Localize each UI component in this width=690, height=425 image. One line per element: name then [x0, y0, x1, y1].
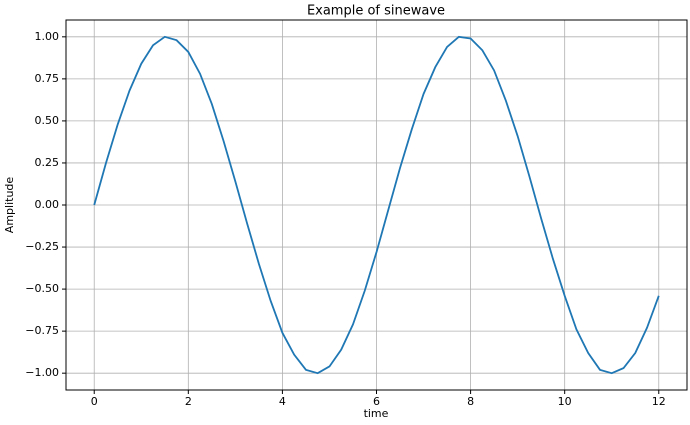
- x-tick-label: 6: [373, 395, 380, 408]
- y-tick-label: 0.50: [35, 114, 60, 127]
- x-tick-label: 10: [558, 395, 572, 408]
- y-tick-label: 0.25: [35, 156, 60, 169]
- line-series: [93, 35, 660, 375]
- x-axis-label: time: [364, 407, 389, 420]
- x-tick-label: 12: [652, 395, 666, 408]
- x-tick-label: 2: [185, 395, 192, 408]
- plot: [93, 35, 660, 375]
- y-tick-label: 0.00: [35, 198, 60, 211]
- y-tick-label: −0.25: [25, 240, 59, 253]
- x-tick-label: 0: [91, 395, 98, 408]
- y-tick-label: 1.00: [35, 30, 60, 43]
- x-tick-label: 4: [279, 395, 286, 408]
- y-tick-label: −0.75: [25, 324, 59, 337]
- y-axis-label: Amplitude: [3, 177, 16, 234]
- y-tick-label: −0.50: [25, 282, 59, 295]
- y-tick-label: −1.00: [25, 366, 59, 379]
- chart-title: Example of sinewave: [307, 4, 445, 19]
- y-tick-label: 0.75: [35, 72, 60, 85]
- grid: [66, 20, 687, 390]
- x-tick-label: 8: [467, 395, 474, 408]
